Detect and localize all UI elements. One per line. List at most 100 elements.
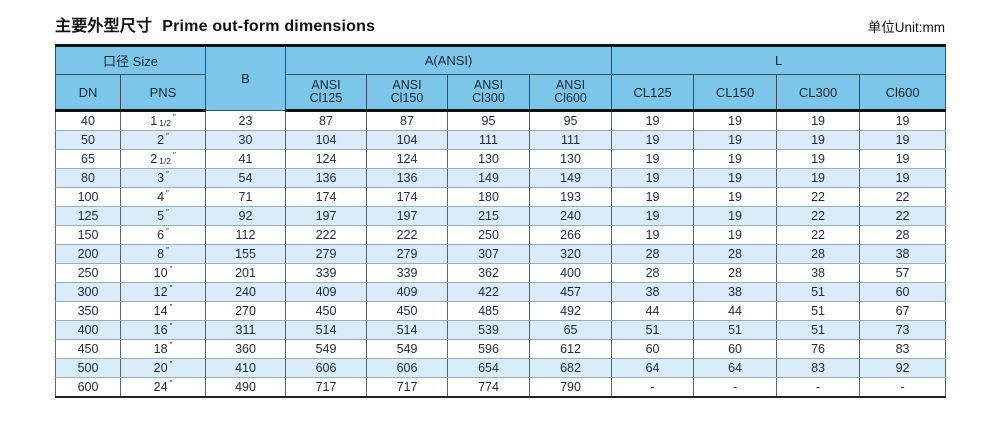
cell-l-2: 19 [776,149,861,169]
cell-ansi-0: 514 [285,320,367,340]
table-row: 350 14 ″ 270 450 450 485 492 44 44 51 67 [55,301,947,321]
inch-mark: ″ [169,379,173,389]
cell-ansi-1: 450 [366,301,448,321]
cell-l-2: 19 [776,110,861,131]
cell-pns: 24 ″ [120,377,206,398]
cell-ansi-1: 136 [366,168,448,188]
inch-mark: ″ [169,322,173,332]
cell-l-1: 19 [693,130,778,150]
cell-l-3: 60 [859,282,947,302]
cell-ansi-2: 149 [447,168,530,188]
cell-b: 240 [205,282,286,302]
cell-l-0: 19 [611,206,695,226]
cell-ansi-2: 596 [447,339,530,359]
cell-ansi-1: 514 [366,320,448,340]
cell-ansi-3: 492 [528,301,613,321]
cell-l-3: 83 [859,339,947,359]
cell-b: 112 [205,225,286,245]
table-row: 200 8 ″ 155 279 279 307 320 28 28 28 38 [55,244,947,264]
cell-ansi-3: 790 [528,377,613,398]
cell-pns: 20 ″ [120,358,206,378]
page-title-zh: 主要外型尺寸 [55,18,153,35]
cell-ansi-0: 87 [285,110,367,131]
cell-ansi-2: 654 [447,358,530,378]
cell-pns: 10 ″ [120,263,206,283]
cell-ansi-1: 87 [366,110,448,131]
cell-l-1: 60 [693,339,778,359]
cell-b: 155 [205,244,286,264]
cell-ansi-1: 222 [366,225,448,245]
cell-l-2: 51 [776,282,861,302]
cell-ansi-2: 539 [447,320,530,340]
cell-dn: 40 [55,110,121,131]
cell-ansi-3: 95 [528,110,613,131]
cell-ansi-2: 774 [447,377,530,398]
table-row: 300 12 ″ 240 409 409 422 457 38 38 51 60 [55,282,947,302]
cell-l-0: 19 [611,149,695,169]
cell-pns: 18 ″ [120,339,206,359]
cell-pns: 1 1/2 ″ [120,110,206,131]
title-bar: 主要外型尺寸 Prime out-form dimensions 单位Unit:m… [55,8,945,36]
inch-mark: ″ [169,360,173,370]
cell-ansi-0: 717 [285,377,367,398]
cell-pns: 12 ″ [120,282,206,302]
cell-l-1: 38 [693,282,778,302]
cell-l-1: 19 [693,110,778,131]
cell-l-3: 28 [859,225,947,245]
cell-ansi-3: 111 [528,130,613,150]
cell-l-2: 51 [776,301,861,321]
header-dn: DN [55,74,121,112]
cell-ansi-0: 279 [285,244,367,264]
cell-l-0: 64 [611,358,695,378]
cell-l-0: 19 [611,130,695,150]
cell-l-3: 19 [859,168,947,188]
cell-dn: 400 [55,320,121,340]
cell-pns: 2 ″ [120,130,206,150]
cell-l-1: 28 [693,244,778,264]
cell-l-1: 44 [693,301,778,321]
inch-mark: ″ [166,227,169,237]
cell-l-1: 64 [693,358,778,378]
cell-l-0: 28 [611,263,695,283]
cell-l-1: 51 [693,320,778,340]
cell-ansi-0: 606 [285,358,367,378]
cell-l-2: 28 [776,244,861,264]
cell-ansi-3: 457 [528,282,613,302]
table-row: 450 18 ″ 360 549 549 596 612 60 60 76 83 [55,339,947,359]
table-row: 250 10 ″ 201 339 339 362 400 28 28 38 57 [55,263,947,283]
cell-dn: 200 [55,244,121,264]
cell-l-0: - [611,377,695,398]
cell-ansi-3: 320 [528,244,613,264]
cell-l-0: 60 [611,339,695,359]
header-l-group: L [611,45,947,75]
cell-ansi-0: 174 [285,187,367,207]
inch-mark: ″ [166,189,169,199]
cell-pns: 5 ″ [120,206,206,226]
cell-ansi-3: 193 [528,187,613,207]
table-row: 100 4 ″ 71 174 174 180 193 19 19 22 22 [55,187,947,207]
pns-fraction: 1/2 [159,155,171,166]
cell-l-1: 28 [693,263,778,283]
page: 主要外型尺寸 Prime out-form dimensions 单位Unit:m… [55,8,947,398]
cell-l-1: - [693,377,778,398]
header-l-cl600: Cl600 [859,74,947,112]
header-ansi-cl125: ANSI Cl125 [285,74,367,112]
cell-l-2: 76 [776,339,861,359]
cell-l-3: 92 [859,358,947,378]
table-row: 150 6 ″ 112 222 222 250 266 19 19 22 28 [55,225,947,245]
header-l-cl150: CL150 [693,74,778,112]
cell-ansi-3: 130 [528,149,613,169]
header-ansi-cl600: ANSI Cl600 [528,74,613,112]
table-row: 600 24 ″ 490 717 717 774 790- - - - [55,377,947,398]
cell-ansi-2: 485 [447,301,530,321]
table-body: 40 1 1/2 ″ 23 87 87 95 95 19 19 19 19 50 2 ″ 30 104 104 111… [55,110,947,398]
cell-l-0: 44 [611,301,695,321]
cell-l-2: 22 [776,187,861,207]
cell-dn: 150 [55,225,121,245]
cell-dn: 80 [55,168,121,188]
cell-l-0: 19 [611,225,695,245]
cell-b: 490 [205,377,286,398]
cell-dn: 450 [55,339,121,359]
cell-b: 410 [205,358,286,378]
cell-b: 71 [205,187,286,207]
